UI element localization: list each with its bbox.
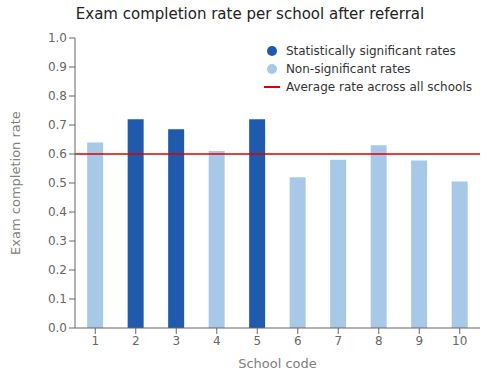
svg-text:8: 8	[375, 334, 383, 348]
html-text:Non-significant rates: Non-significant rates	[285, 62, 411, 76]
svg-text:10: 10	[452, 334, 467, 348]
svg-text:0.5: 0.5	[48, 176, 67, 190]
svg-text:3: 3	[172, 334, 180, 348]
svg-text:6: 6	[294, 334, 302, 348]
svg-text:0.2: 0.2	[48, 263, 67, 277]
svg-text:0.6: 0.6	[48, 147, 67, 161]
svg-text:4: 4	[213, 334, 221, 348]
svg-text:0.4: 0.4	[48, 205, 67, 219]
svg-text:0.9: 0.9	[48, 60, 67, 74]
svg-text:School code: School code	[238, 356, 317, 371]
svg-text:7: 7	[334, 334, 342, 348]
svg-text:0.7: 0.7	[48, 118, 67, 132]
svg-text:5: 5	[253, 334, 261, 348]
svg-text:1: 1	[91, 334, 99, 348]
html-text:Exam completion rate per schoo: Exam completion rate per school after re…	[75, 5, 425, 23]
html-text:Statistically significant rate: Statistically significant rates	[285, 44, 456, 58]
svg-text:0.0: 0.0	[48, 321, 67, 335]
svg-text:1.0: 1.0	[48, 31, 67, 45]
svg-text:0.8: 0.8	[48, 89, 67, 103]
svg-text:0.3: 0.3	[48, 234, 67, 248]
svg-text:9: 9	[415, 334, 423, 348]
svg-text:0.1: 0.1	[48, 292, 67, 306]
html-text:Average rate across all school: Average rate across all schools	[285, 80, 472, 94]
svg-text:Exam completion rate: Exam completion rate	[8, 111, 23, 255]
svg-text:2: 2	[132, 334, 140, 348]
